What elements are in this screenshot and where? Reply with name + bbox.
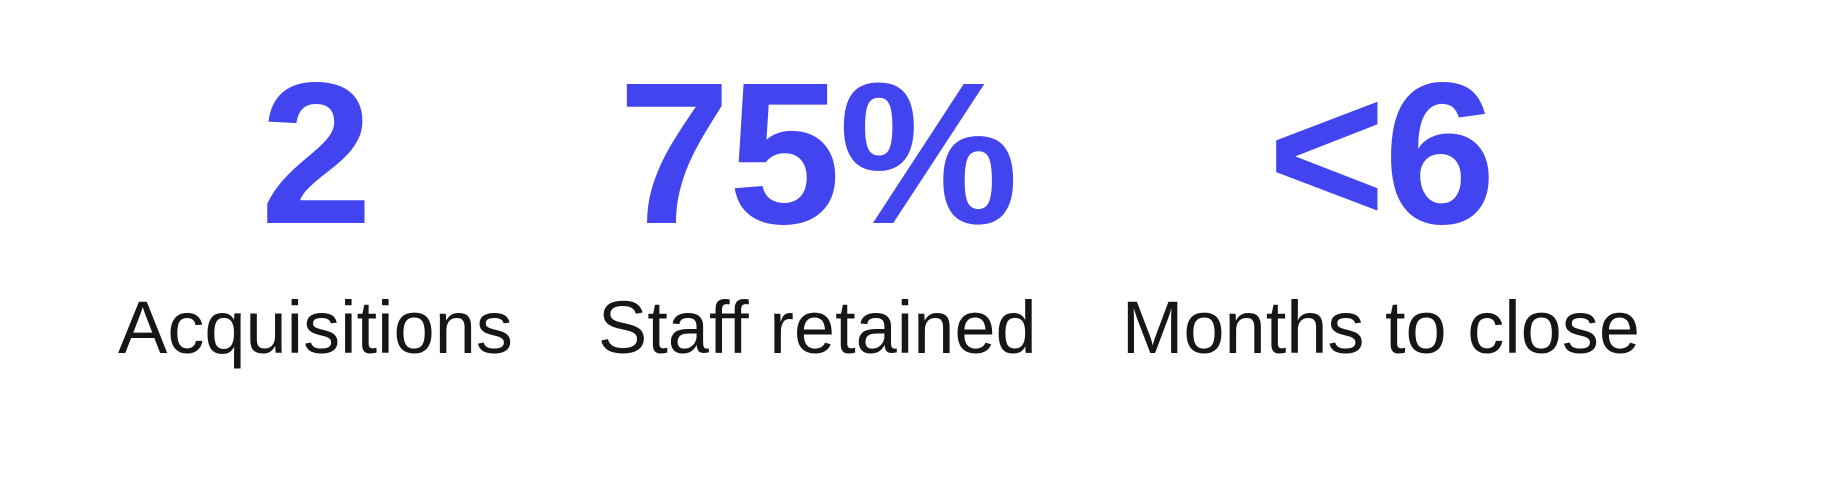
stats-row: 2 Acquisitions 75% Staff retained <6 Mon… [118,52,1640,376]
stat-label-months-to-close: Months to close [1121,286,1640,369]
stat-value-acquisitions: 2 [260,40,372,266]
stat-acquisitions: 2 Acquisitions [118,52,513,376]
stat-staff-retained: 75% Staff retained [598,52,1037,376]
stat-value-staff-retained: 75% [618,40,1018,266]
stat-months-to-close: <6 Months to close [1122,52,1640,376]
stat-value-months-to-close: <6 [1267,40,1496,266]
stat-label-acquisitions: Acquisitions [118,286,513,369]
stat-label-staff-retained: Staff retained [597,286,1037,369]
